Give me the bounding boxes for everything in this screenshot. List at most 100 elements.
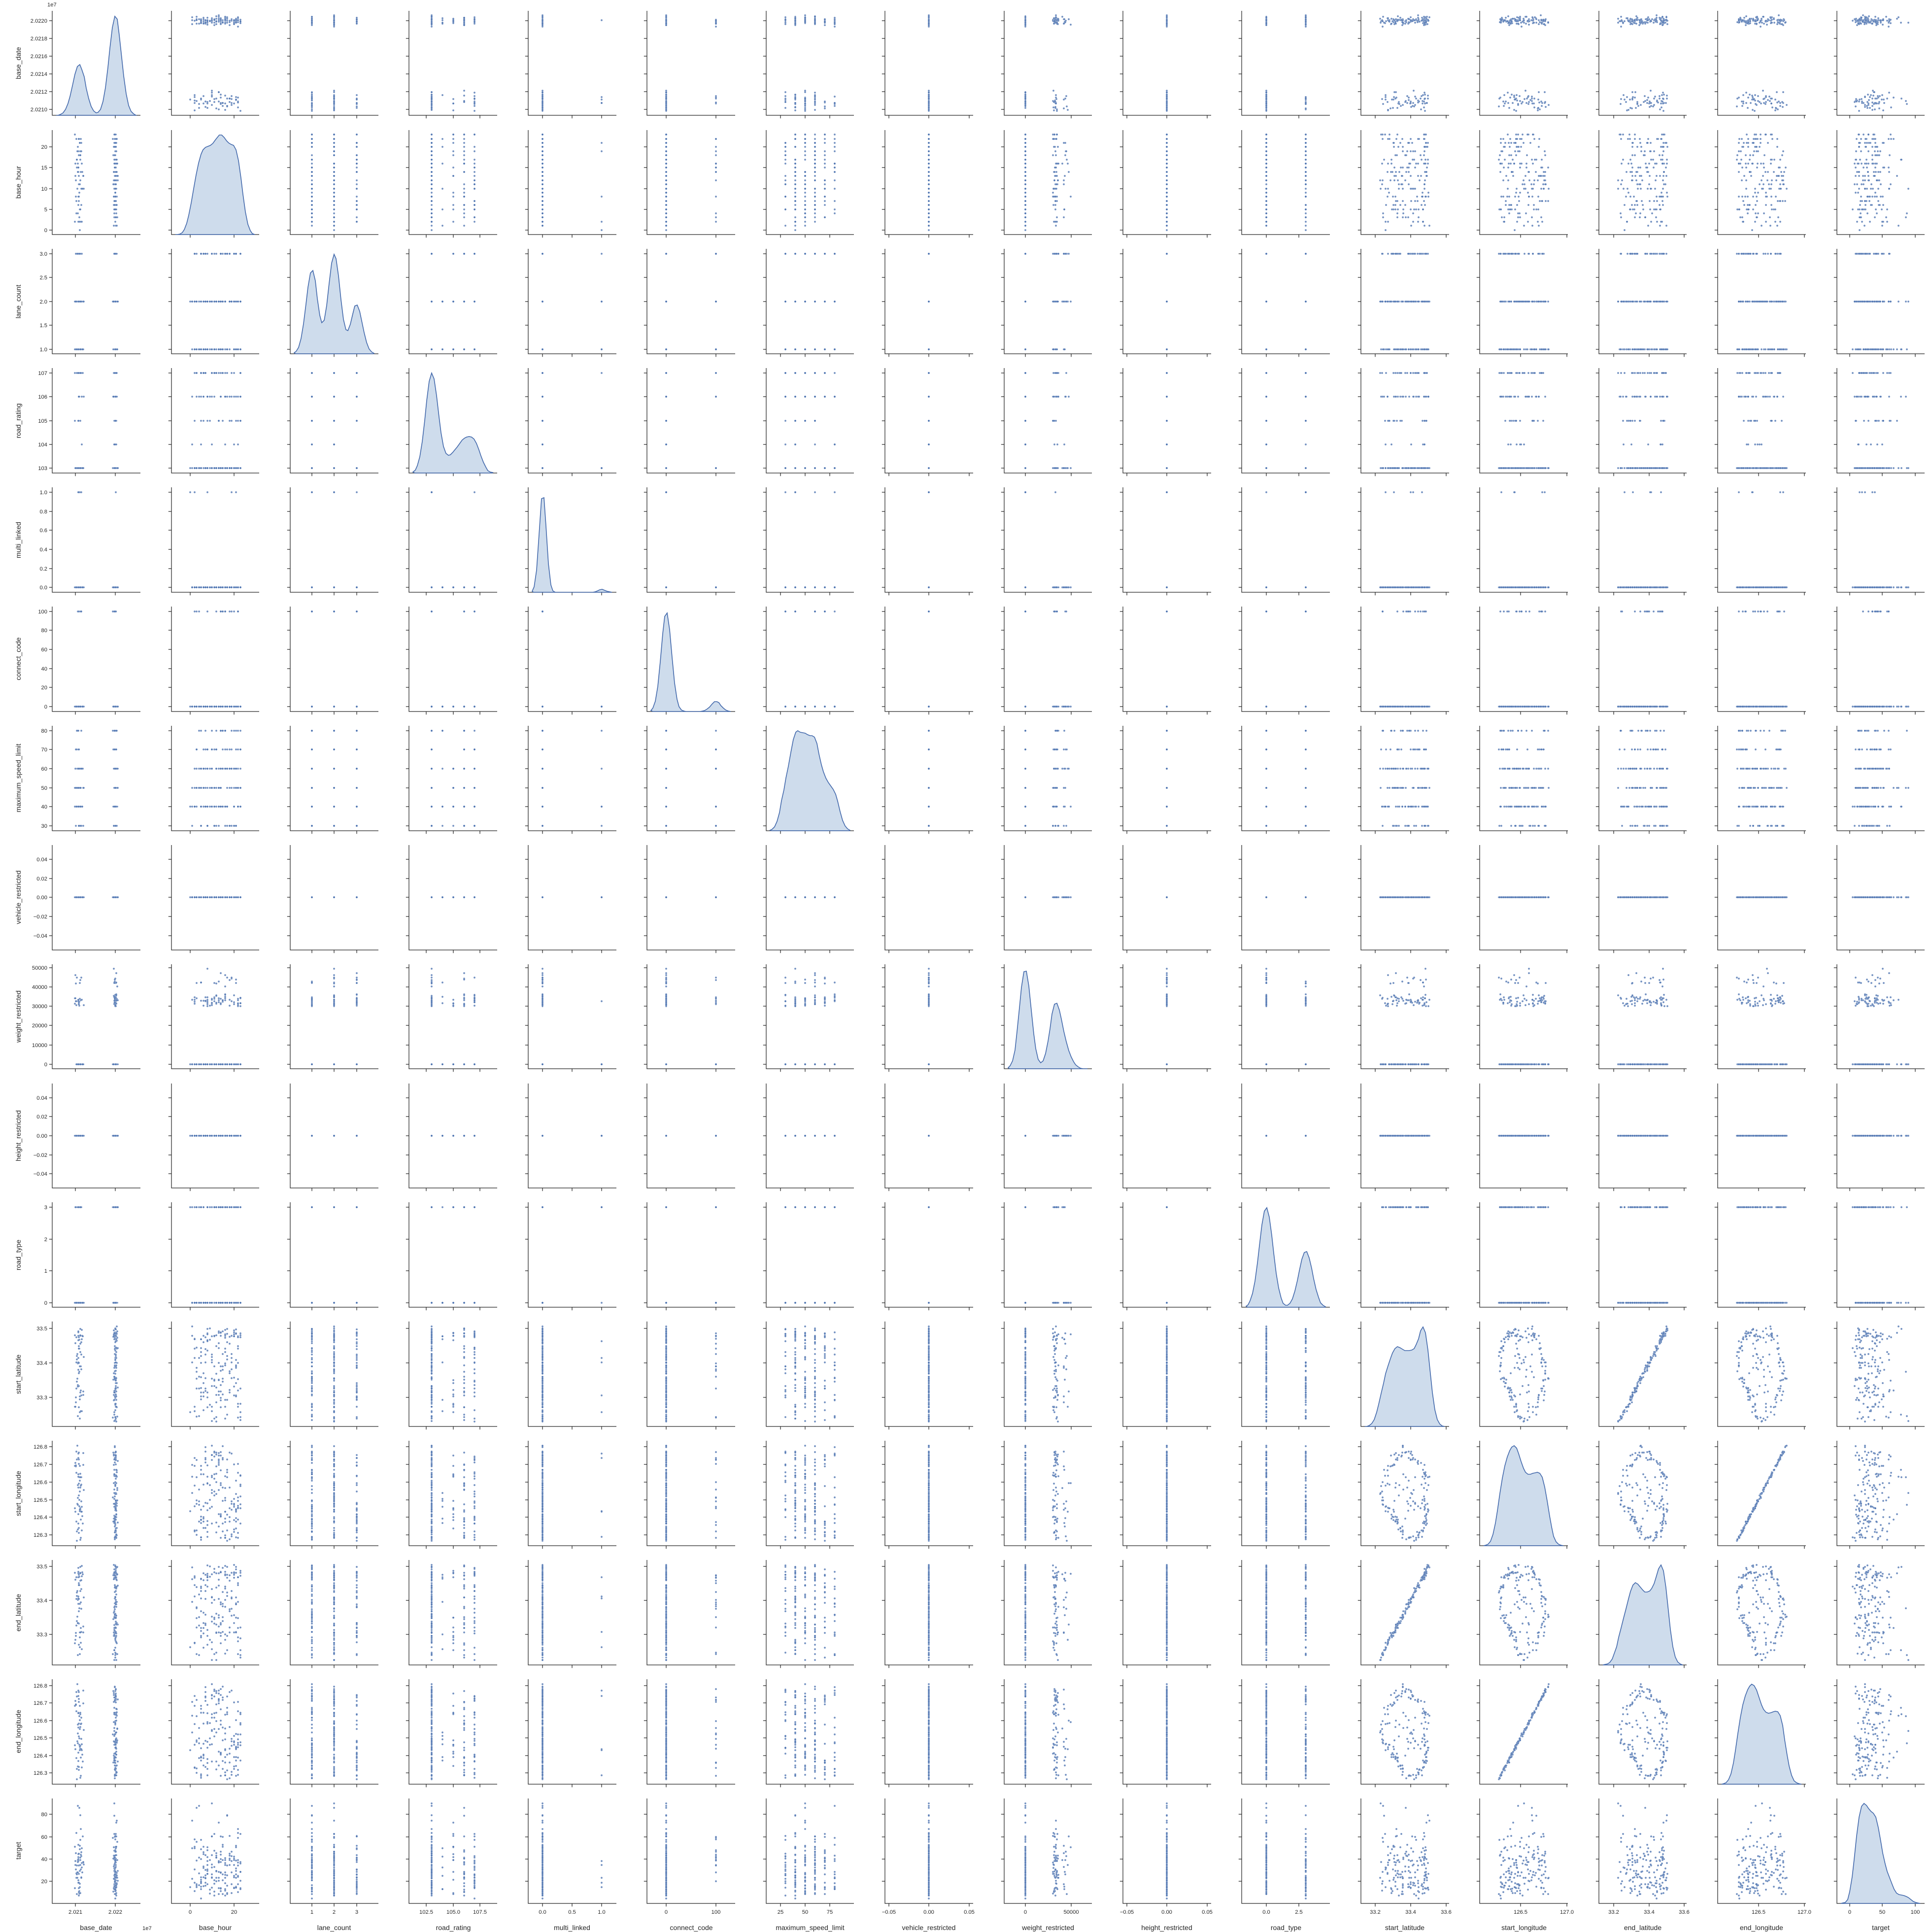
svg-text:0: 0 xyxy=(1848,1909,1851,1915)
svg-text:0.00: 0.00 xyxy=(923,1909,934,1915)
svg-text:road_rating: road_rating xyxy=(14,404,22,439)
svg-text:1.0: 1.0 xyxy=(39,347,47,353)
svg-text:0.04: 0.04 xyxy=(36,857,47,863)
svg-text:50000: 50000 xyxy=(1063,1909,1079,1915)
svg-text:multi_linked: multi_linked xyxy=(14,522,22,558)
svg-text:40: 40 xyxy=(41,804,47,810)
svg-text:base_hour: base_hour xyxy=(199,1924,232,1932)
svg-text:−0.02: −0.02 xyxy=(34,1152,47,1158)
svg-text:5: 5 xyxy=(44,207,47,213)
svg-text:−0.05: −0.05 xyxy=(882,1909,896,1915)
svg-text:33.4: 33.4 xyxy=(36,1598,47,1604)
svg-text:3.0: 3.0 xyxy=(39,251,47,257)
svg-text:2.0218: 2.0218 xyxy=(31,36,47,42)
svg-text:126.8: 126.8 xyxy=(34,1683,47,1689)
svg-text:20: 20 xyxy=(41,1879,47,1885)
svg-text:60: 60 xyxy=(41,647,47,653)
svg-text:80: 80 xyxy=(41,628,47,634)
svg-text:2.0214: 2.0214 xyxy=(31,71,47,77)
svg-text:126.6: 126.6 xyxy=(34,1718,47,1724)
svg-text:50: 50 xyxy=(1879,1909,1885,1915)
svg-text:end_longitude: end_longitude xyxy=(14,1710,22,1753)
svg-text:1.0: 1.0 xyxy=(598,1909,606,1915)
svg-text:10000: 10000 xyxy=(32,1043,47,1049)
svg-text:126.7: 126.7 xyxy=(34,1700,47,1706)
svg-text:33.5: 33.5 xyxy=(36,1326,47,1332)
svg-text:0: 0 xyxy=(1024,1909,1027,1915)
svg-text:50: 50 xyxy=(802,1909,808,1915)
svg-text:80: 80 xyxy=(41,1812,47,1818)
svg-text:0.0: 0.0 xyxy=(39,585,47,591)
svg-text:20: 20 xyxy=(41,144,47,150)
svg-text:−0.04: −0.04 xyxy=(34,1171,47,1177)
svg-text:103: 103 xyxy=(38,466,47,472)
svg-text:107: 107 xyxy=(38,371,47,376)
svg-text:maximum_speed_limit: maximum_speed_limit xyxy=(776,1924,844,1932)
svg-text:0.0: 0.0 xyxy=(1262,1909,1270,1915)
svg-text:target: target xyxy=(1872,1924,1890,1932)
svg-text:2: 2 xyxy=(44,1237,47,1243)
svg-text:start_latitude: start_latitude xyxy=(1385,1924,1424,1932)
svg-text:0.05: 0.05 xyxy=(964,1909,975,1915)
svg-text:105.0: 105.0 xyxy=(446,1909,460,1915)
svg-text:33.2: 33.2 xyxy=(1608,1909,1619,1915)
svg-text:127.0: 127.0 xyxy=(1797,1909,1811,1915)
svg-text:126.8: 126.8 xyxy=(34,1444,47,1450)
svg-text:75: 75 xyxy=(827,1909,833,1915)
svg-text:0: 0 xyxy=(44,228,47,234)
svg-text:0.4: 0.4 xyxy=(39,547,47,553)
svg-text:3: 3 xyxy=(44,1205,47,1211)
svg-text:start_latitude: start_latitude xyxy=(14,1355,22,1394)
svg-text:1.5: 1.5 xyxy=(39,323,47,329)
svg-text:40000: 40000 xyxy=(32,984,47,990)
svg-text:2.0220: 2.0220 xyxy=(31,18,47,24)
svg-text:20000: 20000 xyxy=(32,1023,47,1029)
svg-text:80: 80 xyxy=(41,728,47,734)
svg-text:126.4: 126.4 xyxy=(34,1753,47,1759)
svg-text:base_date: base_date xyxy=(80,1924,112,1932)
svg-text:1: 1 xyxy=(310,1909,313,1915)
svg-text:maximum_speed_limit: maximum_speed_limit xyxy=(14,744,22,812)
svg-text:126.5: 126.5 xyxy=(34,1497,47,1503)
svg-text:weight_restricted: weight_restricted xyxy=(14,990,22,1043)
svg-text:0: 0 xyxy=(44,704,47,710)
svg-text:1.0: 1.0 xyxy=(39,490,47,496)
svg-text:start_longitude: start_longitude xyxy=(14,1471,22,1516)
svg-text:126.6: 126.6 xyxy=(34,1480,47,1486)
svg-text:0.02: 0.02 xyxy=(36,1114,47,1120)
svg-text:33.3: 33.3 xyxy=(36,1395,47,1401)
svg-text:33.6: 33.6 xyxy=(1441,1909,1452,1915)
svg-text:multi_linked: multi_linked xyxy=(554,1924,590,1932)
svg-text:126.5: 126.5 xyxy=(1752,1909,1765,1915)
svg-text:100: 100 xyxy=(712,1909,721,1915)
svg-text:2: 2 xyxy=(333,1909,336,1915)
svg-text:0: 0 xyxy=(44,1062,47,1068)
svg-text:0: 0 xyxy=(189,1909,192,1915)
svg-text:33.3: 33.3 xyxy=(36,1632,47,1638)
svg-text:−0.02: −0.02 xyxy=(34,914,47,920)
svg-text:2.021: 2.021 xyxy=(68,1909,82,1915)
svg-text:connect_code: connect_code xyxy=(670,1924,712,1932)
svg-text:base_hour: base_hour xyxy=(14,166,22,199)
svg-text:40: 40 xyxy=(41,1857,47,1863)
svg-text:33.4: 33.4 xyxy=(1405,1909,1416,1915)
svg-text:end_longitude: end_longitude xyxy=(1740,1924,1783,1932)
svg-text:start_longitude: start_longitude xyxy=(1501,1924,1547,1932)
svg-text:1e7: 1e7 xyxy=(47,2,57,8)
svg-text:1: 1 xyxy=(44,1268,47,1274)
svg-text:126.7: 126.7 xyxy=(34,1462,47,1468)
svg-text:33.2: 33.2 xyxy=(1370,1909,1381,1915)
svg-text:126.4: 126.4 xyxy=(34,1515,47,1521)
svg-text:33.4: 33.4 xyxy=(36,1360,47,1366)
svg-text:20: 20 xyxy=(41,685,47,691)
svg-text:height_restricted: height_restricted xyxy=(14,1110,22,1161)
svg-text:100: 100 xyxy=(38,609,47,615)
svg-text:0.5: 0.5 xyxy=(568,1909,576,1915)
svg-text:road_rating: road_rating xyxy=(436,1924,471,1932)
svg-text:50000: 50000 xyxy=(32,965,47,971)
svg-text:2.0: 2.0 xyxy=(39,299,47,305)
svg-text:0.2: 0.2 xyxy=(39,566,47,572)
svg-text:road_type: road_type xyxy=(14,1240,22,1270)
svg-text:105: 105 xyxy=(38,418,47,424)
svg-text:2.5: 2.5 xyxy=(39,275,47,281)
